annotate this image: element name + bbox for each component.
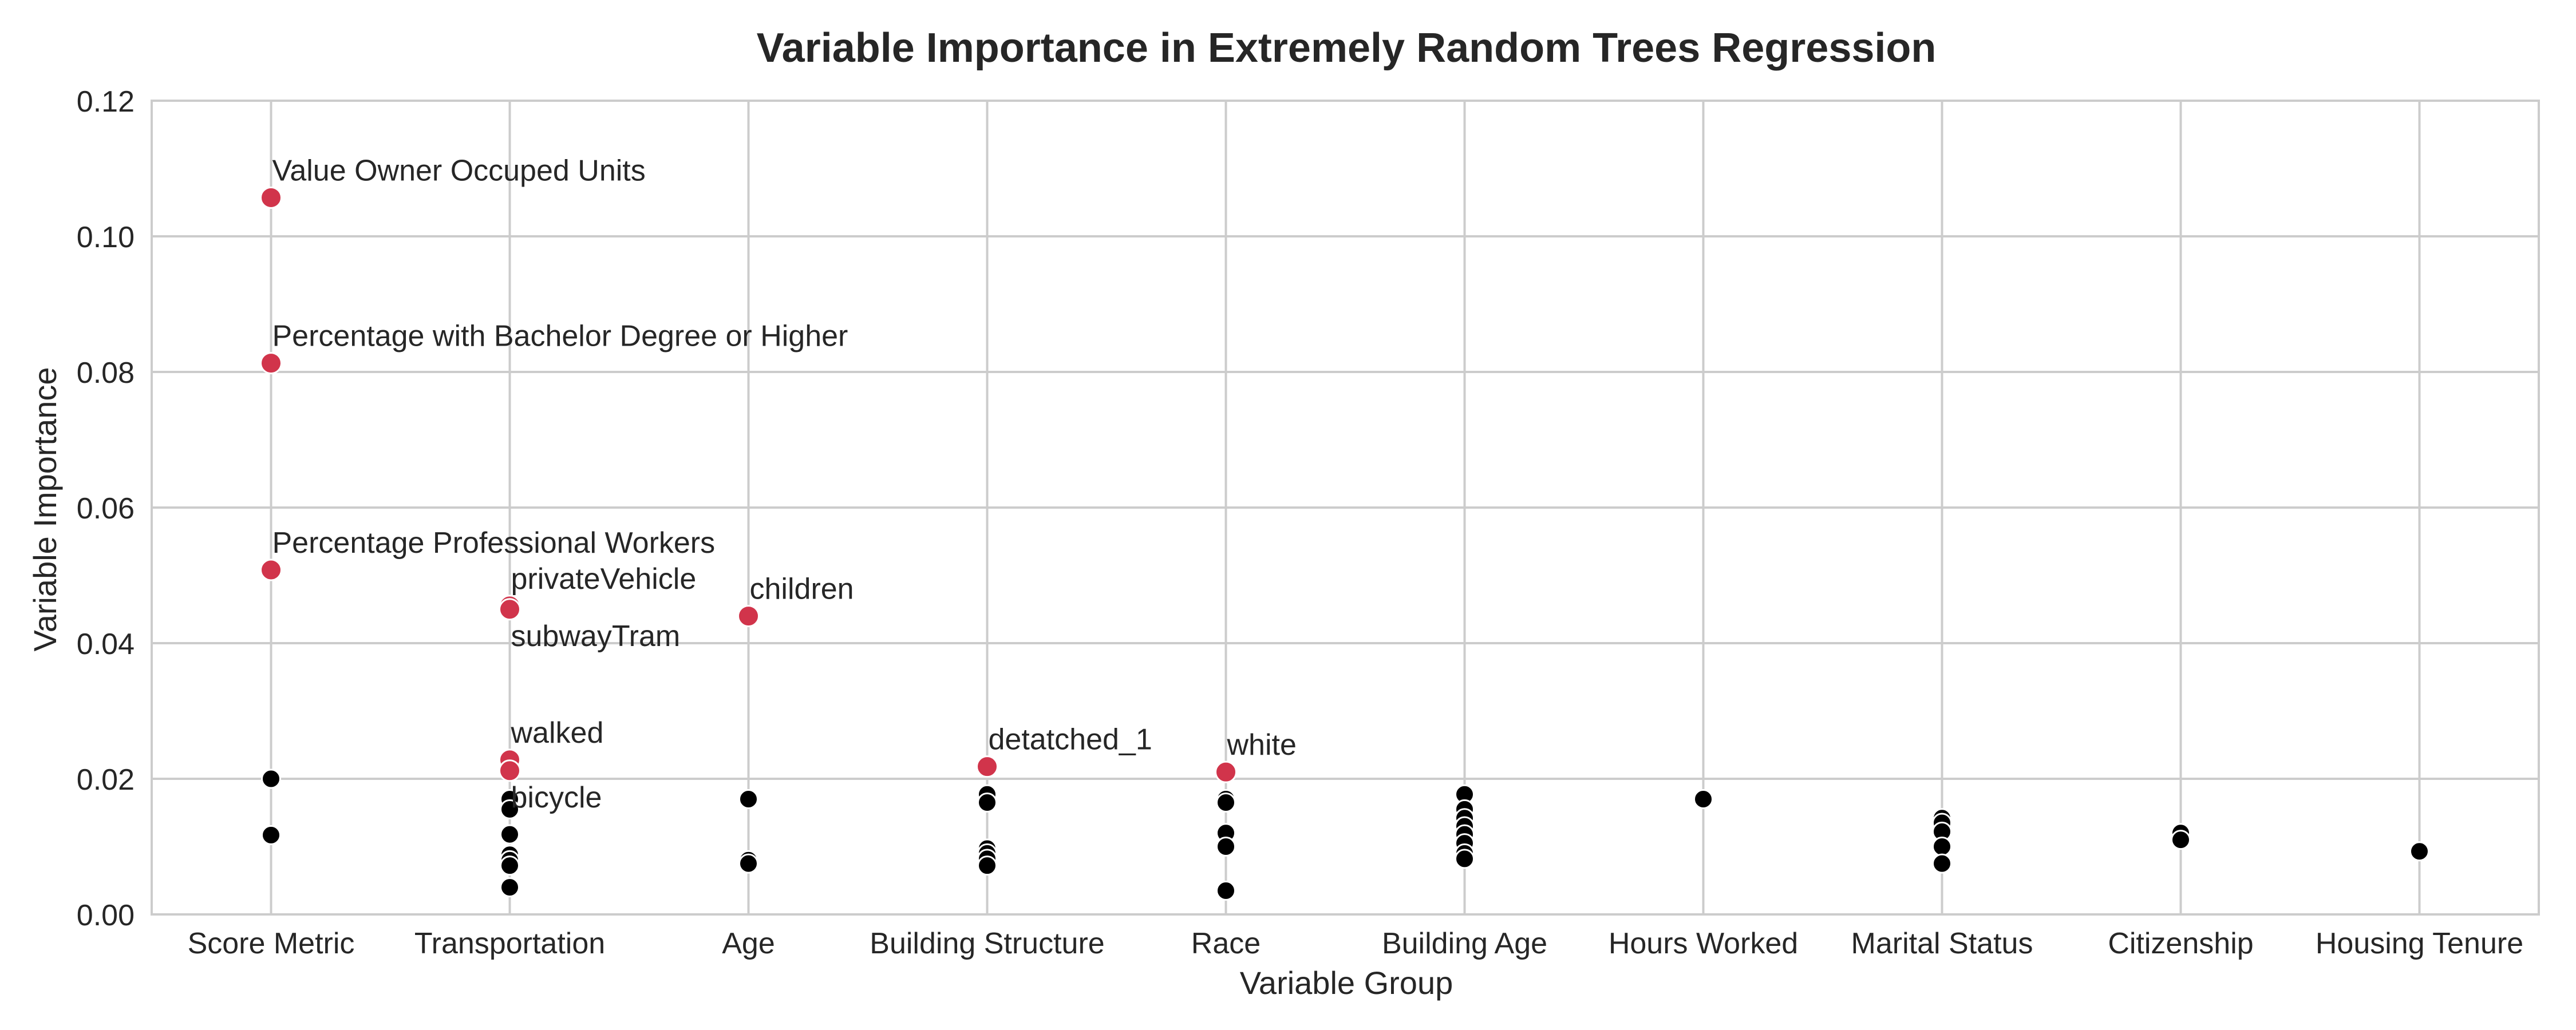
point-annotation: Value Owner Occuped Units xyxy=(272,154,646,187)
x-tick-label: Hours Worked xyxy=(1609,927,1798,960)
x-axis-ticks: Score Metric Transportation Age Building St… xyxy=(188,927,2524,960)
x-tick-label: Marital Status xyxy=(1851,927,2033,960)
y-tick-label: 0.04 xyxy=(77,628,135,661)
data-point xyxy=(500,799,520,819)
point-annotation: Percentage with Bachelor Degree or Highe… xyxy=(272,320,848,353)
point-annotation: children xyxy=(750,573,854,606)
x-tick-label: Building Structure xyxy=(870,927,1104,960)
point-annotation: white xyxy=(1227,728,1297,762)
y-tick-label: 0.12 xyxy=(77,85,135,118)
data-point xyxy=(1932,853,1952,874)
x-tick-label: Score Metric xyxy=(188,927,355,960)
y-tick-label: 0.08 xyxy=(77,356,135,390)
chart-title: Variable Importance in Extremely Random … xyxy=(757,25,1937,71)
highlighted-point xyxy=(737,605,760,628)
data-point xyxy=(1932,837,1952,857)
y-tick-label: 0.06 xyxy=(77,492,135,525)
highlighted-point xyxy=(1215,760,1237,783)
y-tick-label: 0.02 xyxy=(77,763,135,797)
point-annotation: walked xyxy=(511,716,604,750)
highlighted-point xyxy=(499,759,521,782)
point-annotation: Percentage Professional Workers xyxy=(272,526,716,560)
data-point xyxy=(261,768,281,789)
data-point xyxy=(1216,792,1236,813)
highlighted-point xyxy=(260,186,282,209)
data-point xyxy=(1693,789,1713,810)
y-tick-label: 0.00 xyxy=(77,899,135,932)
point-annotations: Value Owner Occuped Units Percentage with… xyxy=(272,154,1297,814)
x-tick-label: Citizenship xyxy=(2108,927,2253,960)
x-tick-label: Age xyxy=(722,927,775,960)
data-point xyxy=(500,855,520,876)
data-point xyxy=(977,792,997,813)
data-point xyxy=(977,855,997,876)
data-point xyxy=(500,877,520,898)
x-tick-label: Transportation xyxy=(414,927,605,960)
point-annotation: subwayTram xyxy=(511,620,681,653)
data-point xyxy=(738,789,758,810)
data-point xyxy=(2171,830,2191,850)
y-tick-label: 0.10 xyxy=(77,221,135,254)
highlighted-point xyxy=(260,558,282,581)
plot-frame xyxy=(151,100,2540,916)
highlighted-point xyxy=(499,598,521,621)
x-tick-label: Housing Tenure xyxy=(2316,927,2523,960)
data-point xyxy=(261,825,281,845)
data-point xyxy=(738,853,758,874)
x-tick-label: Building Age xyxy=(1382,927,1547,960)
data-point xyxy=(500,824,520,845)
point-annotation: privateVehicle xyxy=(511,562,697,596)
x-tick-label: Race xyxy=(1191,927,1261,960)
point-annotation: bicycle xyxy=(511,781,602,814)
data-point xyxy=(1455,849,1475,869)
data-point xyxy=(2409,841,2429,862)
x-axis-label: Variable Group xyxy=(1240,965,1453,1001)
point-annotation: detatched_1 xyxy=(989,723,1152,756)
y-axis-ticks: 0.00 0.02 0.04 0.06 0.08 0.10 0.12 xyxy=(77,85,135,932)
grid xyxy=(152,100,2539,916)
highlighted-point xyxy=(260,352,282,375)
data-point xyxy=(1216,881,1236,901)
data-point xyxy=(1216,837,1236,857)
data-points xyxy=(260,186,2429,901)
y-axis-label: Variable Importance xyxy=(27,367,63,652)
highlighted-point xyxy=(976,755,998,778)
